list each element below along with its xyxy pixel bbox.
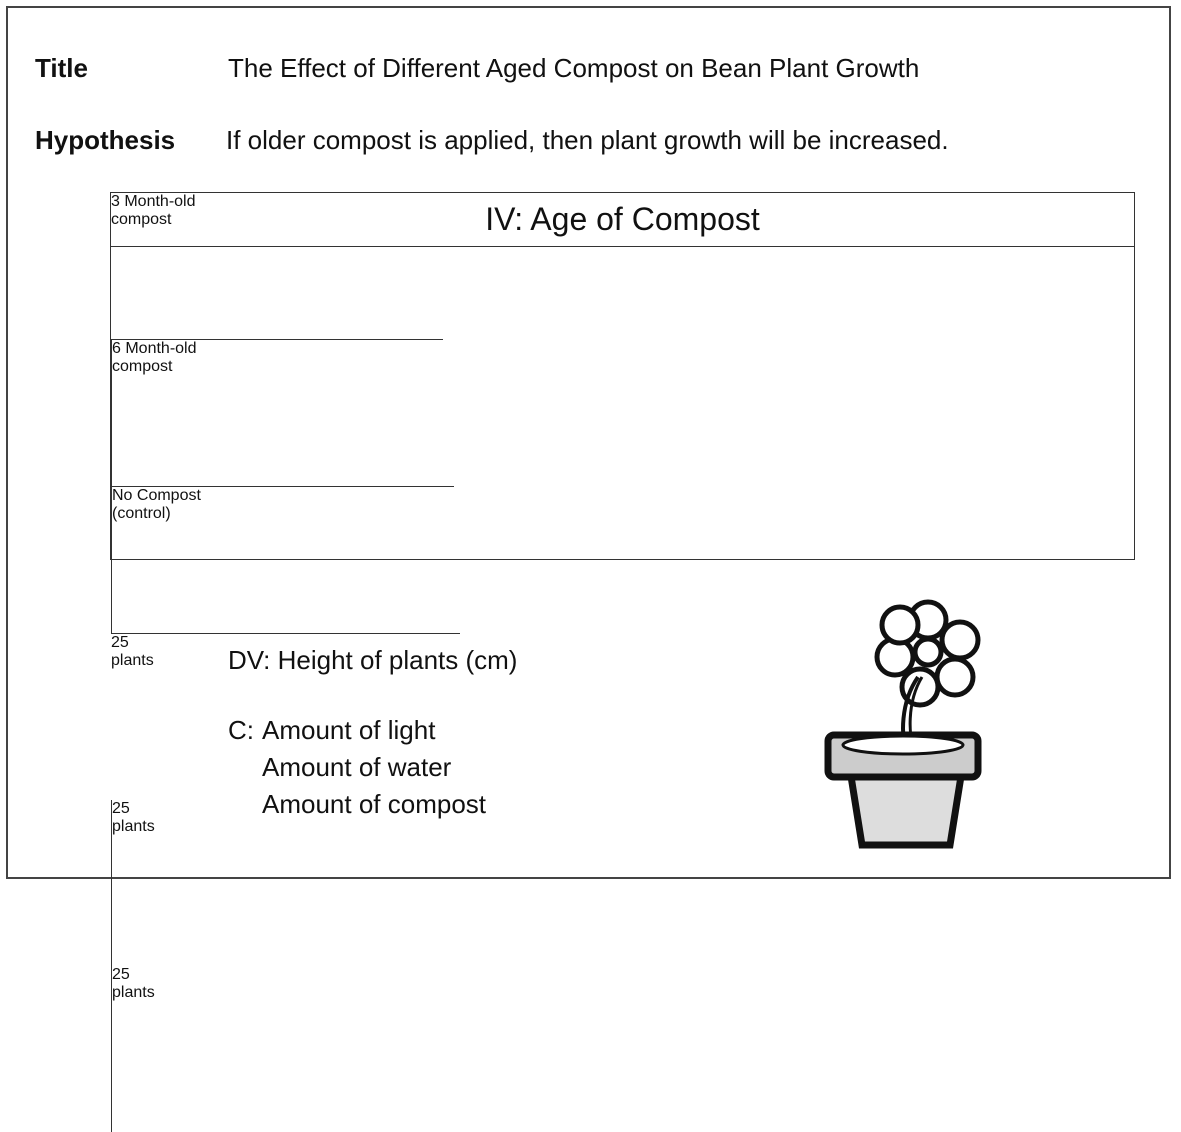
title-text: The Effect of Different Aged Compost on … [228,53,919,84]
cell-line: plants [112,818,454,836]
flower-pot-icon [810,595,1000,860]
dependent-variable: DV: Height of plants (cm) [228,645,517,676]
cell-line: No Compost [112,487,460,505]
constant-item: Amount of light [262,715,435,746]
page: {"title": {"label": "Title", "text": "Th… [0,0,1181,887]
cell-line: plants [112,984,460,1002]
hypothesis-text: If older compost is applied, then plant … [226,125,949,156]
cell-line: 25 [112,966,460,984]
cell-line: (control) [112,505,460,523]
hypothesis-label: Hypothesis [35,125,175,156]
title-label: Title [35,53,88,84]
column-header-cell: No Compost(control) [111,487,460,634]
constant-item: Amount of compost [262,789,486,820]
constant-item: Amount of water [262,752,451,783]
table-header: IV: Age of Compost [111,193,1134,247]
cell-line: compost [112,358,454,376]
constants-label: C: [228,715,254,746]
cell-line: 6 Month-old [112,340,454,358]
